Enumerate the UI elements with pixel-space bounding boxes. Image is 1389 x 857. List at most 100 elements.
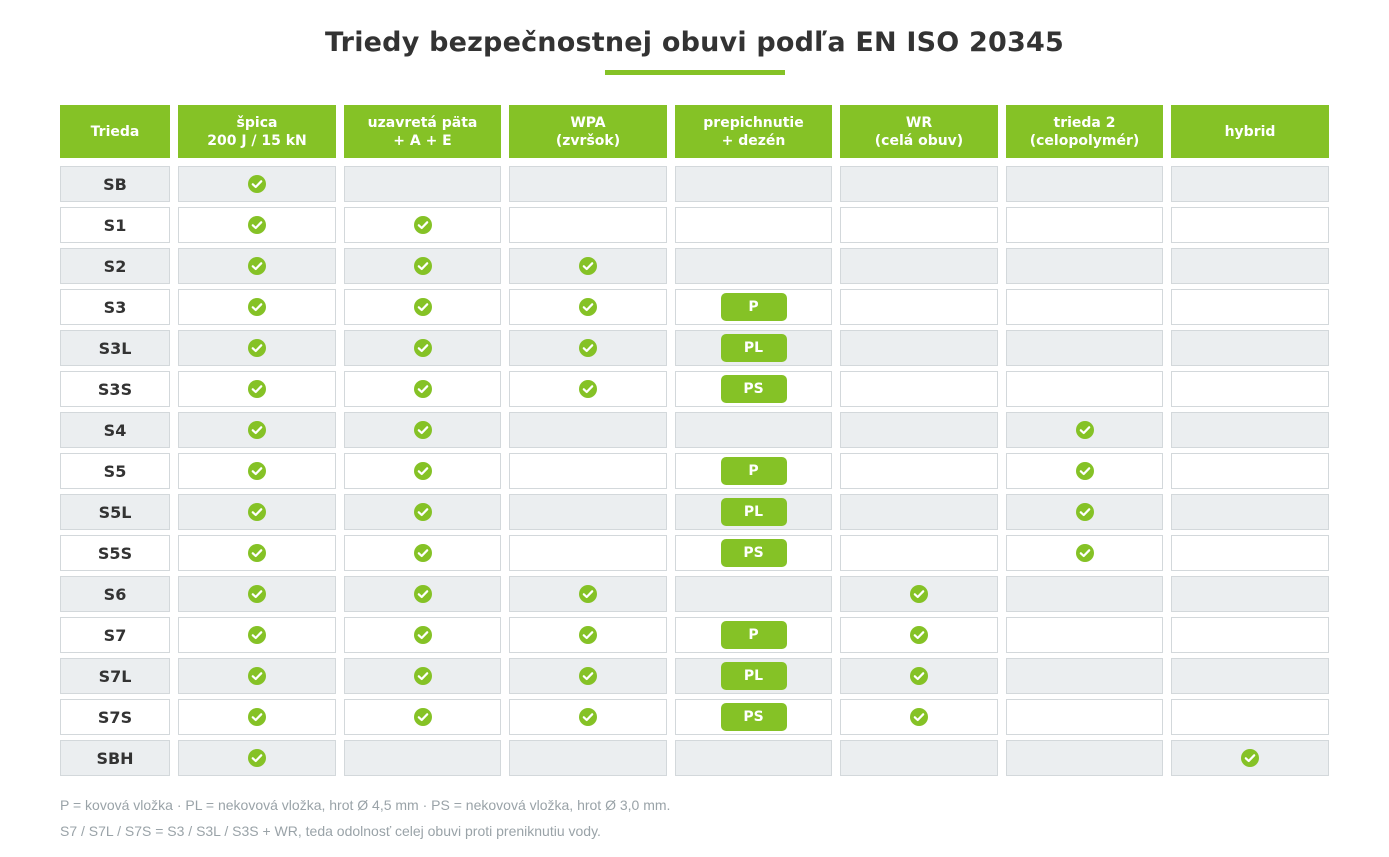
table-cell: [1171, 289, 1329, 325]
check-circle-icon: [413, 380, 432, 398]
table-cell: [840, 535, 998, 571]
check-circle-icon: [248, 175, 266, 193]
table-cell: [344, 453, 501, 489]
header-line: + dezén: [721, 132, 786, 149]
row-label: S7S: [60, 699, 170, 735]
table-cell: [509, 289, 667, 325]
row-label: SB: [60, 166, 170, 202]
row-label: S2: [60, 248, 170, 284]
table-cell: [178, 494, 336, 530]
table-cell: [178, 699, 336, 735]
header-trieda-2: trieda 2 (celopolymér): [1006, 105, 1163, 158]
table-cell: [1006, 740, 1163, 776]
table-cell: [344, 535, 501, 571]
table-cell: PS: [675, 371, 832, 407]
header-wr: WR (celá obuv): [840, 105, 998, 158]
table-cell: [1006, 576, 1163, 612]
check-circle-icon: [248, 749, 266, 767]
check-circle-icon: [248, 380, 266, 398]
table-cell: [509, 166, 667, 202]
row-label: S7L: [60, 658, 170, 694]
table-cell: [178, 617, 336, 653]
table-cell: [1171, 453, 1329, 489]
check-circle-icon: [248, 544, 266, 562]
table-cell: [1171, 412, 1329, 448]
header-line: WPA: [570, 114, 606, 131]
table-cell: [1006, 248, 1163, 284]
header-trieda: Trieda: [60, 105, 170, 158]
check-circle-icon: [579, 667, 597, 685]
table-cell: [1006, 617, 1163, 653]
table-cell: [1006, 699, 1163, 735]
header-uzavreta-pata: uzavretá päta + A + E: [344, 105, 501, 158]
table-cell: [344, 699, 501, 735]
header-line: WR: [905, 114, 933, 131]
check-circle-icon: [579, 298, 597, 316]
table-cell: [178, 207, 336, 243]
table-cell: [178, 166, 336, 202]
table-cell: [1171, 740, 1329, 776]
check-circle-icon: [413, 257, 432, 275]
table-cell: [1171, 617, 1329, 653]
table-cell: [840, 330, 998, 366]
check-circle-icon: [413, 585, 432, 603]
check-circle-icon: [248, 257, 266, 275]
check-circle-icon: [1075, 544, 1094, 562]
header-prepichnutie: prepichnutie + dezén: [675, 105, 832, 158]
check-circle-icon: [579, 626, 597, 644]
header-line: prepichnutie: [703, 114, 804, 131]
check-circle-icon: [248, 585, 266, 603]
header-line: (zvršok): [555, 132, 621, 149]
header-line: 200 J / 15 kN: [207, 132, 307, 149]
table-cell: [1006, 658, 1163, 694]
check-circle-icon: [248, 708, 266, 726]
table-cell: [344, 576, 501, 612]
check-circle-icon: [248, 626, 266, 644]
row-label: S1: [60, 207, 170, 243]
table-cell: [509, 658, 667, 694]
check-circle-icon: [1075, 421, 1094, 439]
table-cell: [344, 248, 501, 284]
table-cell: [840, 617, 998, 653]
table-cell: [509, 699, 667, 735]
puncture-badge: P: [720, 621, 787, 649]
table-cell: PL: [675, 658, 832, 694]
footnote-s7: S7 / S7L / S7S = S3 / S3L / S3S + WR, te…: [60, 823, 601, 839]
row-label: S4: [60, 412, 170, 448]
table-cell: [1006, 412, 1163, 448]
table-cell: [1006, 535, 1163, 571]
row-label: S3: [60, 289, 170, 325]
check-circle-icon: [579, 339, 597, 357]
table-cell: [509, 576, 667, 612]
check-circle-icon: [579, 708, 597, 726]
table-cell: [1171, 166, 1329, 202]
check-circle-icon: [413, 421, 432, 439]
title-underline: [605, 70, 785, 75]
page-title: Triedy bezpečnostnej obuvi podľa EN ISO …: [325, 27, 1064, 58]
table-cell: [1006, 289, 1163, 325]
table-cell: [509, 535, 667, 571]
table-cell: [1171, 371, 1329, 407]
table-cell: PL: [675, 494, 832, 530]
table-cell: [344, 494, 501, 530]
table-cell: [1006, 494, 1163, 530]
row-label: S6: [60, 576, 170, 612]
table-cell: [344, 330, 501, 366]
table-cell: P: [675, 289, 832, 325]
puncture-badge: P: [720, 293, 787, 321]
row-label: S5S: [60, 535, 170, 571]
header-line: hybrid: [1224, 123, 1276, 140]
row-label: S7: [60, 617, 170, 653]
puncture-badge: P: [720, 457, 787, 485]
footnote-inserts: P = kovová vložka · PL = nekovová vložka…: [60, 797, 671, 813]
check-circle-icon: [248, 462, 266, 480]
table-cell: [840, 740, 998, 776]
check-circle-icon: [413, 667, 432, 685]
table-cell: [344, 658, 501, 694]
check-circle-icon: [248, 667, 266, 685]
table-cell: [1171, 330, 1329, 366]
table-cell: [840, 166, 998, 202]
header-hybrid: hybrid: [1171, 105, 1329, 158]
table-cell: P: [675, 453, 832, 489]
check-circle-icon: [579, 257, 597, 275]
